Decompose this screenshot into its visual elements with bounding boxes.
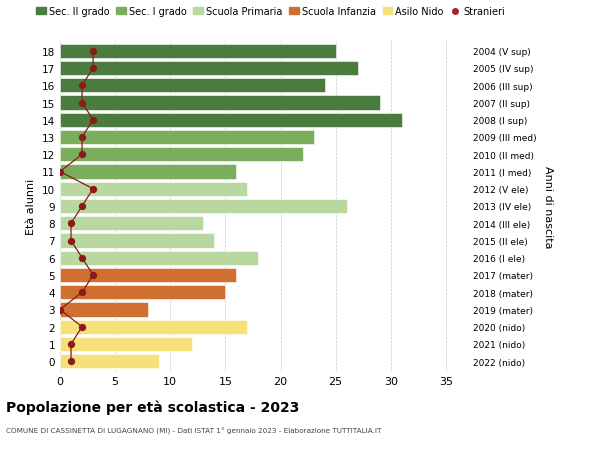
Point <box>77 83 87 90</box>
Point <box>77 134 87 141</box>
Point <box>88 117 98 124</box>
Point <box>66 358 76 365</box>
Bar <box>60 96 380 110</box>
Bar <box>60 320 247 334</box>
Point <box>88 272 98 279</box>
Legend: Sec. II grado, Sec. I grado, Scuola Primaria, Scuola Infanzia, Asilo Nido, Stran: Sec. II grado, Sec. I grado, Scuola Prim… <box>32 3 509 21</box>
Point <box>77 254 87 262</box>
Point <box>88 48 98 55</box>
Bar <box>60 62 358 76</box>
Point <box>66 237 76 245</box>
Bar <box>60 234 214 248</box>
Bar <box>60 113 402 128</box>
Y-axis label: Anni di nascita: Anni di nascita <box>543 165 553 248</box>
Point <box>77 323 87 330</box>
Point <box>77 100 87 107</box>
Text: Popolazione per età scolastica - 2023: Popolazione per età scolastica - 2023 <box>6 399 299 414</box>
Text: COMUNE DI CASSINETTA DI LUGAGNANO (MI) - Dati ISTAT 1° gennaio 2023 - Elaborazio: COMUNE DI CASSINETTA DI LUGAGNANO (MI) -… <box>6 427 382 434</box>
Bar <box>60 269 236 282</box>
Bar <box>60 337 193 351</box>
Bar <box>60 131 314 145</box>
Bar <box>60 165 236 179</box>
Point <box>55 306 65 313</box>
Bar <box>60 285 226 300</box>
Point <box>88 65 98 73</box>
Bar <box>60 200 347 213</box>
Point <box>66 220 76 227</box>
Bar <box>60 182 247 196</box>
Bar <box>60 303 148 317</box>
Bar <box>60 217 203 231</box>
Y-axis label: Età alunni: Età alunni <box>26 179 37 235</box>
Point <box>77 289 87 297</box>
Point <box>77 203 87 210</box>
Bar <box>60 148 302 162</box>
Point <box>55 168 65 176</box>
Point <box>88 185 98 193</box>
Bar <box>60 354 159 369</box>
Point <box>66 341 76 348</box>
Bar <box>60 251 259 265</box>
Bar <box>60 79 325 93</box>
Point <box>77 151 87 159</box>
Bar <box>60 45 335 59</box>
